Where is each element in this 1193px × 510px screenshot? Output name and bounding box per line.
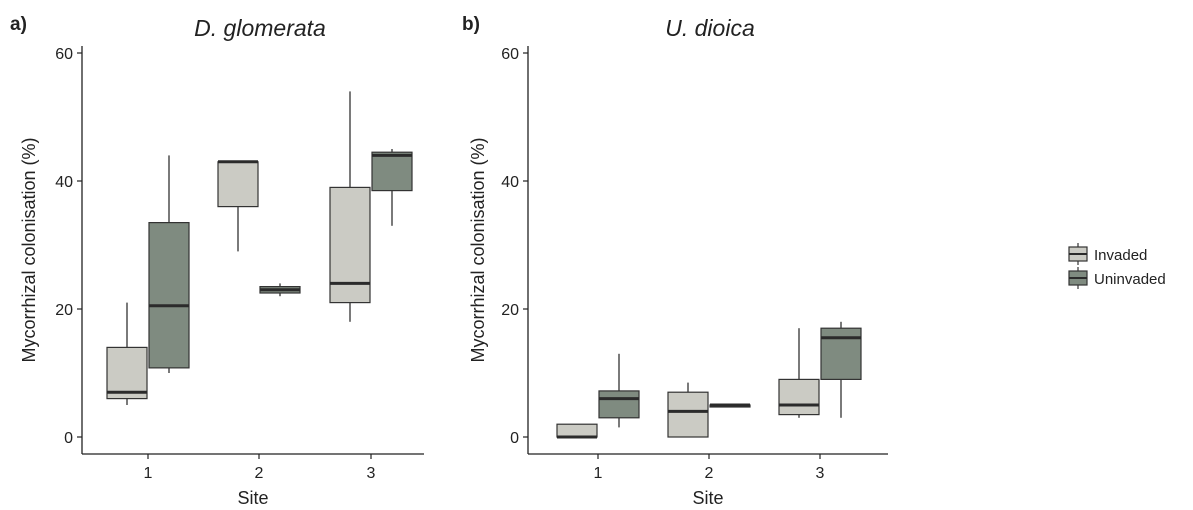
box-iqr [329,186,371,304]
legend-label: Uninvaded [1094,271,1166,288]
box-uninvaded-site-3 [820,321,862,418]
box-iqr [106,346,148,400]
x-axis-title: Site [237,488,268,508]
panel-title: D. glomerata [194,15,326,41]
box-iqr [217,161,259,208]
y-axis-title: Mycorrhizal colonisation (%) [19,137,39,362]
x-tick-label: 3 [816,465,825,482]
box-iqr [556,423,598,438]
x-tick-label: 1 [144,465,153,482]
legend-item-uninvaded: Uninvaded [1068,267,1166,289]
x-tick-label: 2 [705,465,714,482]
y-tick-label: 20 [501,302,519,319]
panel-d-glomerata: 0 20 40 60 1 2 3 Site Mycorrhizal colonisation (… [10,14,424,508]
y-tick-label: 60 [501,46,519,63]
box-iqr [778,378,820,416]
legend-item-invaded: Invaded [1068,243,1147,265]
box-uninvaded-site-3 [371,149,413,226]
legend-label: Invaded [1094,247,1147,264]
box-invaded-site-3 [778,328,820,418]
box-uninvaded-site-1 [148,155,190,373]
box-invaded-site-2 [217,160,259,252]
x-tick-label: 3 [367,465,376,482]
x-tick-label: 2 [255,465,264,482]
box-iqr [667,391,709,438]
y-tick-label: 40 [55,174,73,191]
box-invaded-site-1 [106,302,148,405]
panel-label: a) [10,14,27,35]
panel-u-dioica: 0 20 40 60 1 2 3 Site Mycorrhizal colonisation (… [462,14,888,508]
box-uninvaded-site-2 [709,403,751,408]
box-iqr [371,151,413,192]
y-tick-label: 20 [55,302,73,319]
y-tick-label: 0 [510,430,519,447]
box-invaded-site-3 [329,91,371,322]
panel-label: b) [462,14,480,35]
box-iqr [820,327,862,381]
y-tick-label: 60 [55,46,73,63]
y-tick-label: 0 [64,430,73,447]
box-invaded-site-2 [667,382,709,438]
box-iqr [148,222,190,369]
box-iqr [598,390,640,419]
panel-title: U. dioica [665,15,754,41]
legend: Invaded Uninvaded [1068,243,1166,289]
x-axis-title: Site [692,488,723,508]
box-uninvaded-site-2 [259,283,301,297]
y-axis-title: Mycorrhizal colonisation (%) [468,137,488,362]
x-tick-label: 1 [594,465,603,482]
y-tick-label: 40 [501,174,519,191]
box-uninvaded-site-1 [598,353,640,428]
box-invaded-site-1 [556,423,598,439]
